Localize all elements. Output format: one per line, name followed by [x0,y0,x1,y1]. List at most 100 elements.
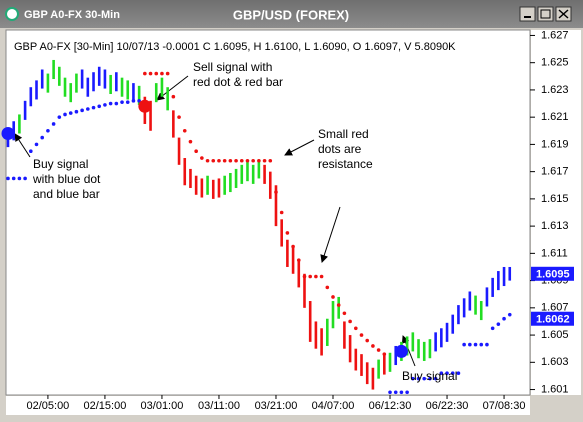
y-tick-label: 1.621 [541,111,569,123]
stop-dot [143,71,147,76]
price-axis [531,30,581,395]
maximize-icon [540,9,551,19]
stop-dot [211,158,216,163]
price-bar [479,301,483,321]
price-bar [383,355,386,375]
annotation: with blue dot [32,172,101,186]
stop-dot [23,176,27,181]
price-bar [457,305,460,325]
price-bar [417,339,420,359]
price-bar [97,66,101,86]
price-label-box [531,311,574,326]
price-bar [137,85,141,105]
stop-dot [450,371,455,376]
stop-dot [490,326,495,331]
stop-dot [68,111,73,115]
stop-dot [296,258,301,262]
stop-dot [188,139,193,144]
stop-dot [439,371,444,376]
minimize-button[interactable] [519,6,536,22]
stop-dot [194,149,198,154]
stop-dot [319,274,324,279]
maximize-button[interactable] [537,6,554,22]
stop-dot [63,112,67,117]
price-bar [120,77,124,97]
x-tick-label: 06/22:30 [426,400,469,412]
price-bar [40,69,44,89]
arrow [14,133,31,158]
price-bar [63,77,67,97]
price-bar [217,178,221,198]
price-bar [109,74,112,95]
x-tick-label: 02/15:00 [84,400,127,412]
x-tick-label: 07/08:30 [483,400,526,412]
price-bar [474,295,477,315]
price-bar [428,339,432,359]
stop-dot [262,158,267,163]
window-title: GBP A0-FX 30-Min [24,9,120,21]
stop-dot [125,100,130,104]
window-buttons[interactable] [519,6,572,22]
price-bar [365,362,369,385]
y-tick-label: 1.615 [541,193,569,205]
stop-dot [422,376,427,381]
stop-dot [6,176,10,181]
price-bar [172,110,175,138]
price-bar [46,73,50,93]
price-bar [411,332,415,352]
stop-dot [348,319,352,324]
stop-dot [86,107,90,111]
price-bar [132,83,135,103]
stop-dot [11,176,16,181]
stop-dot [399,390,404,395]
price-bar [445,322,449,342]
price-bar [58,66,61,86]
stop-dot [251,158,255,163]
stop-dot [205,158,210,163]
price-bar [280,219,283,247]
y-tick-label: 1.627 [541,29,569,41]
y-tick-label: 1.625 [541,57,569,69]
price-bar [497,271,500,291]
price-label: 1.6095 [536,269,570,281]
stop-dot [120,100,124,104]
price-bar [23,100,27,120]
stop-dot [177,115,181,119]
price-bar [354,348,358,371]
price-label-box [531,266,574,281]
stop-dot [182,128,187,133]
stop-dot [108,101,113,106]
price-bar [360,354,363,376]
time-axis [6,396,530,415]
stop-dot [376,348,381,352]
price-bar [343,321,346,349]
price-bar [297,260,301,288]
stop-dot [365,338,370,343]
stop-dot [148,71,153,76]
price-label: 1.6062 [536,314,570,326]
stop-dot [29,149,33,154]
price-bar [160,77,164,97]
price-bar [263,164,266,184]
stop-dot [154,71,159,76]
annotation: Buy signal [33,157,88,171]
price-bar [86,77,90,97]
price-bar [52,59,55,80]
price-bar [422,341,426,361]
stop-dot [245,158,250,163]
stop-dot [507,312,512,317]
price-bar [291,246,295,274]
annotation: and blue bar [33,187,100,201]
price-bar [274,185,278,227]
stop-dot [502,316,506,321]
stop-dot [331,295,335,299]
price-bar [257,159,261,179]
annotation: Buy signal [402,369,457,383]
price-bar [325,318,329,346]
stop-dot [342,311,347,316]
stop-dot [91,105,96,110]
stop-dot [354,326,358,331]
arrow [320,206,341,263]
stop-dot [285,231,290,235]
stop-dot [40,135,45,140]
